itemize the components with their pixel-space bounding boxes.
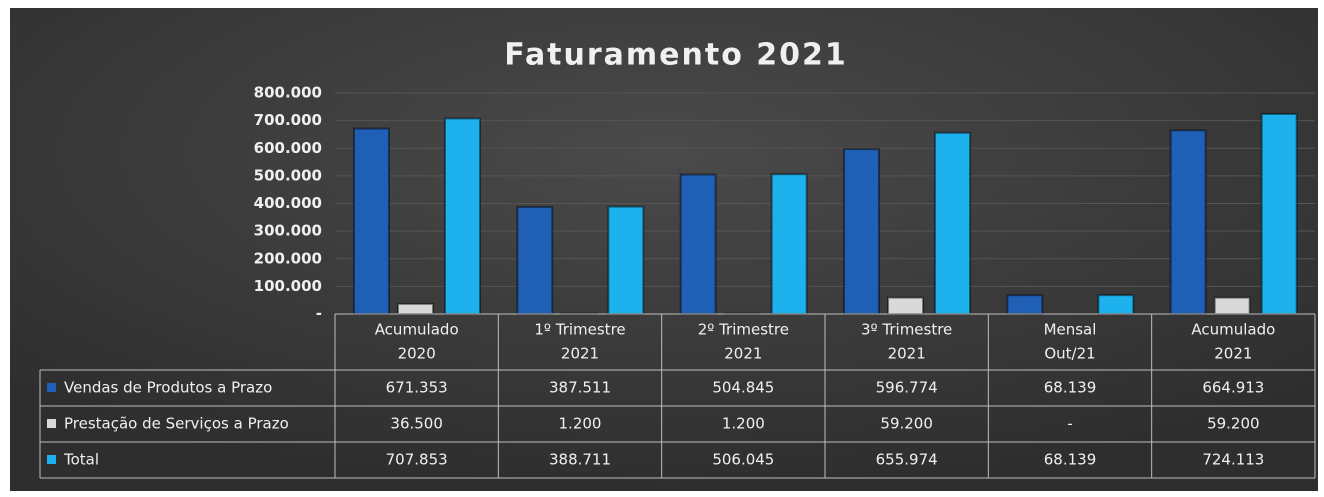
bar [843, 148, 880, 315]
category-label: Out/21 [1044, 345, 1095, 363]
category-label: 2021 [561, 345, 599, 363]
data-label: 1.200 [722, 415, 765, 433]
bar [516, 205, 554, 315]
data-label: 504.845 [712, 379, 774, 397]
chart-background [10, 8, 1318, 491]
data-label: 59.200 [1207, 415, 1260, 433]
category-label: 2021 [724, 345, 762, 363]
category-label: Mensal [1044, 321, 1097, 339]
bar [1260, 112, 1298, 315]
category-label: Acumulado [1191, 321, 1275, 339]
bar [353, 127, 390, 315]
category-label: 1º Trimestre [534, 321, 625, 339]
y-tick-label: 400.000 [254, 194, 322, 212]
category-label: Acumulado [375, 321, 459, 339]
data-label: 59.200 [880, 415, 933, 433]
bar [1169, 129, 1207, 315]
bar [1097, 294, 1135, 316]
legend-key [47, 383, 56, 392]
legend-key [47, 419, 56, 428]
bar [934, 131, 971, 315]
data-label: 387.511 [549, 379, 611, 397]
data-label: - [1067, 415, 1072, 433]
data-label: 1.200 [559, 415, 602, 433]
data-label: 655.974 [876, 451, 938, 469]
category-label: 2º Trimestre [698, 321, 789, 339]
bar [679, 173, 717, 315]
y-tick-label: - [316, 305, 322, 323]
category-label: 2021 [1214, 345, 1252, 363]
y-tick-label: 600.000 [254, 139, 322, 157]
category-label: 3º Trimestre [861, 321, 952, 339]
y-tick-label: 200.000 [254, 249, 322, 267]
category-label: 2021 [888, 345, 926, 363]
legend-label: Total [63, 451, 99, 469]
data-label: 68.139 [1044, 451, 1097, 469]
data-label: 388.711 [549, 451, 611, 469]
bar [607, 205, 645, 316]
y-tick-label: 500.000 [254, 166, 322, 184]
bar [770, 173, 808, 315]
bar [444, 117, 481, 315]
data-label: 707.853 [386, 451, 448, 469]
y-tick-label: 300.000 [254, 222, 322, 240]
bar [887, 296, 924, 315]
data-label: 36.500 [390, 415, 443, 433]
data-label: 506.045 [712, 451, 774, 469]
category-label: 2020 [398, 345, 436, 363]
bar [1006, 294, 1044, 316]
chart-title: Faturamento 2021 [504, 38, 848, 73]
data-label: 68.139 [1044, 379, 1097, 397]
data-label: 671.353 [386, 379, 448, 397]
legend-label: Prestação de Serviços a Prazo [64, 415, 289, 433]
legend-key [47, 455, 56, 464]
y-tick-label: 800.000 [254, 84, 322, 102]
bar [1213, 296, 1251, 315]
data-label: 724.113 [1202, 451, 1264, 469]
data-label: 664.913 [1202, 379, 1264, 397]
data-label: 596.774 [876, 379, 938, 397]
bar [397, 302, 434, 315]
y-tick-label: 100.000 [254, 277, 322, 295]
legend-label: Vendas de Produtos a Prazo [64, 379, 272, 397]
y-tick-label: 700.000 [254, 111, 322, 129]
